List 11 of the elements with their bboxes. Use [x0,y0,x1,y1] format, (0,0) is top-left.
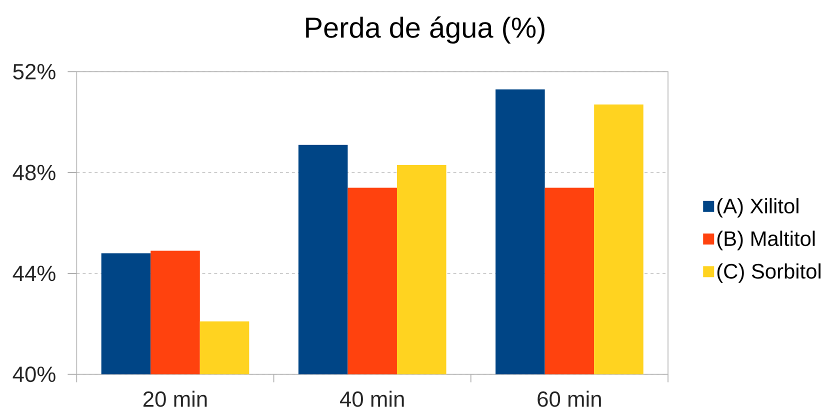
y-tick-label: 52% [13,64,56,80]
chart-title: Perda de água (%) [306,16,544,44]
y-tick-label: 48% [12,164,56,180]
x-tick-label: 40 min [340,390,404,407]
legend-label: (C) Sorbitol [717,263,820,283]
x-tick-label: 20 min [143,390,207,407]
x-tick-label: 60 min [538,390,601,407]
legend-label: (A) Xilitol [717,198,798,218]
y-tick-label: 40% [12,366,56,382]
legend-label: (B) Maltitol [717,230,815,250]
y-tick-label: 44% [12,266,56,282]
